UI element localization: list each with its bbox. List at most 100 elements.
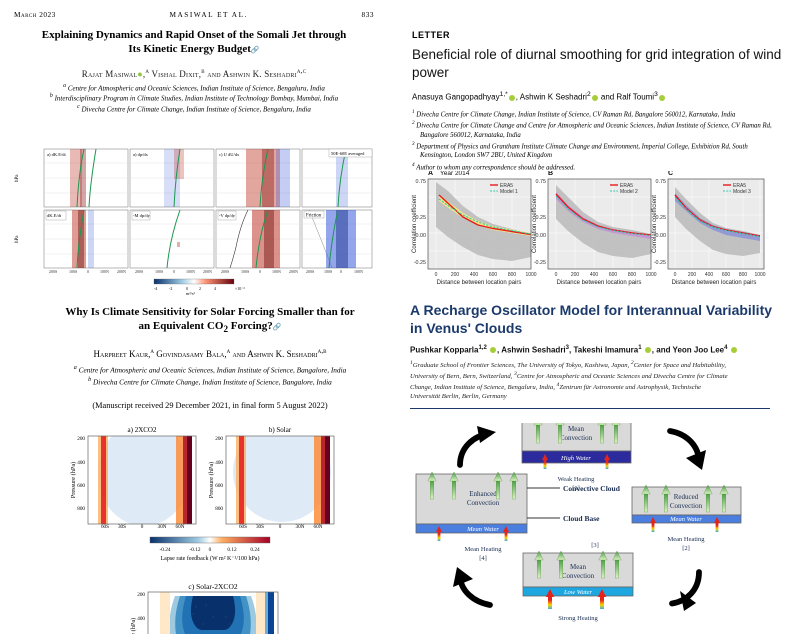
svg-text:A: A — [428, 171, 433, 177]
svg-text:-V dp/dy: -V dp/dy — [219, 213, 236, 218]
svg-text:c) U dU/dx: c) U dU/dx — [219, 152, 240, 157]
svg-text:Convection: Convection — [560, 434, 593, 442]
svg-text:Correlation coefficient: Correlation coefficient — [412, 195, 418, 253]
svg-text:0: 0 — [87, 269, 89, 274]
svg-text:1000: 1000 — [754, 272, 765, 278]
svg-text:Convection: Convection — [467, 499, 500, 507]
svg-text:Pressure (hPa): Pressure (hPa) — [208, 462, 215, 499]
svg-text:600: 600 — [77, 483, 85, 489]
svg-text:800: 800 — [508, 272, 517, 278]
svg-text:100N: 100N — [354, 269, 363, 274]
svg-text:1000: 1000 — [525, 272, 536, 278]
svg-text:2: 2 — [199, 286, 201, 291]
svg-text:800: 800 — [628, 272, 637, 278]
svg-text:100S: 100S — [155, 269, 163, 274]
svg-text:50E-60E averaged: 50E-60E averaged — [331, 151, 365, 156]
svg-text:600: 600 — [215, 483, 223, 489]
svg-text:[4]: [4] — [479, 555, 487, 562]
svg-text:1000: 1000 — [645, 272, 656, 278]
svg-text:200: 200 — [77, 436, 85, 442]
svg-text:Mean Heating: Mean Heating — [464, 546, 502, 553]
svg-text:-2: -2 — [169, 286, 172, 291]
svg-text:800: 800 — [77, 506, 85, 512]
svg-text:Weak Heating: Weak Heating — [558, 476, 596, 483]
svg-text:a) dp/dx: a) dp/dx — [133, 152, 149, 157]
svg-text:400: 400 — [470, 272, 479, 278]
svg-text:200: 200 — [571, 272, 580, 278]
svg-text:200S: 200S — [49, 269, 57, 274]
svg-text:0: 0 — [555, 272, 558, 278]
svg-text:0: 0 — [141, 524, 144, 530]
svg-text:Friction: Friction — [306, 214, 322, 219]
svg-text:hPa: hPa — [15, 235, 20, 243]
svg-text:Distance between location pair: Distance between location pairs — [437, 280, 522, 286]
svg-text:0: 0 — [259, 269, 261, 274]
svg-text:a) dK.E/dt: a) dK.E/dt — [47, 152, 66, 157]
svg-text:4: 4 — [214, 286, 216, 291]
svg-text:Year 2014: Year 2014 — [440, 171, 470, 177]
svg-text:Convection: Convection — [670, 502, 703, 510]
svg-text:200: 200 — [451, 272, 460, 278]
svg-text:30S: 30S — [118, 524, 126, 530]
svg-text:Mean Water: Mean Water — [466, 526, 499, 533]
svg-text:800: 800 — [739, 272, 748, 278]
svg-text:Mean Water: Mean Water — [669, 516, 702, 523]
svg-text:0: 0 — [209, 547, 212, 553]
svg-text:200S: 200S — [306, 269, 314, 274]
svg-text:B: B — [548, 171, 553, 177]
svg-text:Pressure (hPa): Pressure (hPa) — [130, 618, 137, 634]
svg-text:Convective Cloud: Convective Cloud — [563, 484, 621, 493]
svg-text:Mean: Mean — [570, 563, 586, 571]
svg-text:[3]: [3] — [591, 542, 599, 549]
svg-text:200: 200 — [215, 436, 223, 442]
svg-text:200S: 200S — [221, 269, 229, 274]
svg-text:Cloud Base: Cloud Base — [563, 514, 600, 523]
svg-text:m²/s³: m²/s³ — [186, 291, 195, 296]
svg-text:400: 400 — [137, 616, 145, 622]
svg-text:30N: 30N — [296, 524, 305, 530]
svg-text:a) 2XCO2: a) 2XCO2 — [128, 426, 157, 434]
svg-text:800: 800 — [215, 506, 223, 512]
svg-text:hPa: hPa — [15, 174, 20, 182]
svg-text:600: 600 — [489, 272, 498, 278]
svg-text:0: 0 — [674, 272, 677, 278]
svg-text:×10⁻³: ×10⁻³ — [235, 286, 245, 291]
svg-text:[2]: [2] — [682, 545, 690, 552]
svg-text:Lapse rate feedback (W m² K⁻¹/: Lapse rate feedback (W m² K⁻¹/100 hPa) — [161, 555, 260, 562]
svg-text:Correlation coefficient: Correlation coefficient — [652, 195, 658, 253]
svg-text:60N: 60N — [314, 524, 323, 530]
svg-text:Distance between location pair: Distance between location pairs — [672, 280, 757, 286]
svg-text:-0.25: -0.25 — [534, 260, 546, 266]
svg-text:dK.E/dt: dK.E/dt — [47, 213, 62, 218]
svg-text:400: 400 — [77, 460, 85, 466]
svg-text:-M dp/dy: -M dp/dy — [133, 213, 151, 218]
svg-text:600: 600 — [722, 272, 731, 278]
svg-text:100N: 100N — [186, 269, 195, 274]
svg-text:200: 200 — [137, 592, 145, 598]
svg-text:0.24: 0.24 — [250, 547, 260, 553]
svg-text:60N: 60N — [176, 524, 185, 530]
svg-text:200N: 200N — [117, 269, 126, 274]
svg-text:Reduced: Reduced — [674, 493, 699, 501]
svg-text:Enhanced: Enhanced — [469, 490, 497, 498]
svg-text:0: 0 — [340, 269, 342, 274]
svg-text:0: 0 — [279, 524, 282, 530]
svg-text:0.12: 0.12 — [227, 547, 237, 553]
svg-text:-0.12: -0.12 — [189, 547, 200, 553]
svg-text:Distance between location pair: Distance between location pairs — [557, 280, 642, 286]
svg-text:100S: 100S — [241, 269, 249, 274]
svg-text:-0.25: -0.25 — [654, 260, 666, 266]
svg-text:High Water: High Water — [560, 455, 591, 462]
svg-text:Strong Heating: Strong Heating — [558, 615, 598, 622]
svg-text:100S: 100S — [69, 269, 77, 274]
svg-text:c) Solar-2XCO2: c) Solar-2XCO2 — [188, 582, 237, 591]
svg-text:400: 400 — [590, 272, 599, 278]
svg-text:400: 400 — [705, 272, 714, 278]
svg-text:Mean: Mean — [568, 425, 584, 433]
svg-text:Model 2: Model 2 — [620, 189, 638, 195]
svg-text:60S: 60S — [101, 524, 109, 530]
svg-text:100N: 100N — [272, 269, 281, 274]
svg-text:200N: 200N — [289, 269, 298, 274]
svg-text:Correlation coefficient: Correlation coefficient — [532, 195, 538, 253]
svg-text:C: C — [668, 171, 673, 177]
